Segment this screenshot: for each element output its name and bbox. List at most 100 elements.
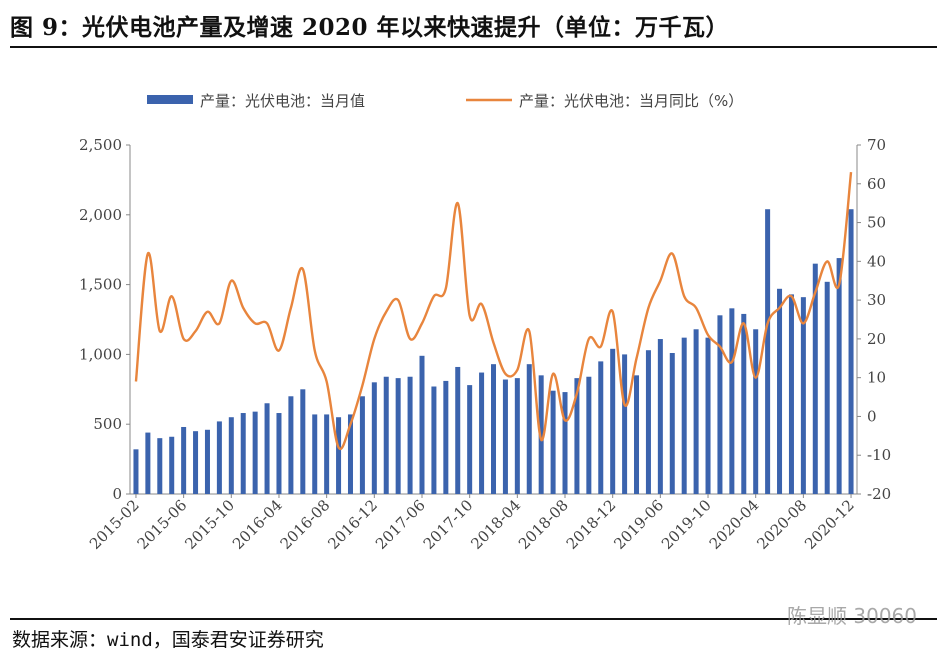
right-y-tick-label: 20 — [867, 330, 886, 348]
bar-48 — [705, 337, 711, 494]
bar-57 — [812, 263, 818, 494]
right-y-tick-label: 70 — [867, 136, 886, 154]
bar-52 — [753, 329, 759, 494]
bar-27 — [455, 366, 461, 494]
bar-19 — [359, 396, 365, 494]
bar-22 — [395, 378, 401, 494]
bar-59 — [836, 258, 842, 494]
line-series — [134, 172, 853, 451]
legend-bar-swatch — [147, 95, 193, 104]
source-divider — [10, 618, 937, 620]
bar-60 — [848, 209, 854, 494]
bar-15 — [312, 414, 318, 494]
bar-45 — [669, 353, 675, 494]
chart-legend: 产量：光伏电池：当月值 产量：光伏电池：当月同比（%） — [147, 92, 743, 110]
bar-50 — [729, 308, 735, 494]
bar-54 — [777, 288, 783, 494]
right-y-tick-label: 60 — [867, 175, 886, 193]
x-tick-label: 2018-12 — [563, 496, 620, 553]
bar-13 — [288, 396, 294, 494]
x-tick-label: 2017-10 — [420, 496, 477, 553]
bar-29 — [479, 372, 485, 494]
right-y-tick-label: 30 — [867, 291, 886, 309]
left-y-tick-label: 0 — [112, 485, 122, 503]
bar-30 — [491, 364, 497, 494]
bar-25 — [431, 386, 437, 494]
x-tick-label: 2019-10 — [658, 496, 715, 553]
x-tick-label: 2019-06 — [610, 496, 667, 553]
bar-1 — [145, 432, 151, 494]
bar-47 — [693, 329, 699, 494]
right-y-tick-label: 0 — [867, 407, 877, 425]
bar-35 — [550, 390, 556, 494]
figure-title: 图 9：光伏电池产量及增速 2020 年以来快速提升（单位：万千瓦） — [10, 14, 730, 41]
bar-7 — [216, 421, 222, 494]
right-y-tick-label: 10 — [867, 369, 886, 387]
bar-0 — [133, 449, 139, 494]
bar-8 — [228, 417, 234, 494]
bar-58 — [824, 281, 830, 494]
right-y-tick-label: 50 — [867, 214, 886, 232]
left-y-tick-label: 500 — [93, 415, 122, 433]
right-y-tick-label: -20 — [867, 485, 891, 503]
legend-line-label: 产量：光伏电池：当月同比（%） — [519, 92, 743, 110]
title-divider — [10, 46, 937, 48]
left-y-tick-label: 1,000 — [79, 345, 122, 363]
bar-3 — [169, 436, 175, 494]
x-tick-label: 2016-04 — [229, 496, 286, 553]
right-y-axis-labels: -20 -10 0 10 20 30 40 50 60 70 — [867, 136, 891, 503]
x-tick-label: 2015-06 — [134, 496, 191, 553]
bar-6 — [204, 429, 210, 494]
bar-23 — [407, 376, 413, 494]
x-tick-label: 2015-10 — [181, 496, 238, 553]
bar-43 — [645, 350, 651, 494]
bar-37 — [574, 378, 580, 494]
x-tick-label: 2020-12 — [801, 496, 858, 553]
bar-10 — [252, 411, 258, 494]
bar-46 — [681, 337, 687, 494]
yoy-growth-line — [134, 172, 853, 451]
source-note: 数据来源：wind，国泰君安证券研究 — [12, 629, 324, 651]
left-y-tick-label: 2,500 — [79, 136, 122, 154]
bar-2 — [157, 438, 163, 494]
watermark: 陈显顺 30060 — [787, 604, 917, 628]
bar-33 — [526, 364, 532, 494]
bar-17 — [336, 417, 342, 494]
bar-20 — [371, 382, 377, 494]
bar-9 — [240, 413, 246, 494]
x-tick-label: 2015-02 — [86, 496, 143, 553]
x-tick-label: 2017-06 — [372, 496, 429, 553]
bar-24 — [419, 355, 425, 494]
bar-14 — [300, 389, 306, 494]
left-y-axis-labels: 0 500 1,000 1,500 2,000 2,500 — [79, 136, 122, 503]
bar-38 — [586, 376, 592, 494]
bar-49 — [717, 315, 723, 494]
x-tick-label: 2018-08 — [515, 496, 572, 553]
bar-34 — [538, 375, 544, 494]
bar-53 — [765, 209, 771, 494]
x-tick-label: 2018-04 — [467, 496, 524, 553]
bar-44 — [657, 339, 663, 494]
x-tick-label: 2020-04 — [706, 496, 763, 553]
x-axis-labels: 2015-022015-062015-102016-042016-082016-… — [86, 496, 858, 553]
bar-51 — [741, 313, 747, 494]
bar-28 — [467, 385, 473, 494]
bar-41 — [622, 354, 628, 494]
bar-56 — [800, 297, 806, 494]
bar-36 — [562, 392, 568, 494]
bar-31 — [502, 379, 508, 494]
left-y-tick-label: 2,000 — [79, 206, 122, 224]
right-y-tick-label: -10 — [867, 446, 891, 464]
x-tick-label: 2020-08 — [753, 496, 810, 553]
x-tick-label: 2016-08 — [277, 496, 334, 553]
bar-55 — [788, 294, 794, 494]
bar-11 — [264, 403, 270, 494]
bar-21 — [383, 376, 389, 494]
bar-4 — [181, 426, 187, 494]
bar-39 — [598, 361, 604, 494]
legend-bar-label: 产量：光伏电池：当月值 — [200, 92, 365, 110]
left-y-tick-label: 1,500 — [79, 276, 122, 294]
right-y-tick-label: 40 — [867, 252, 886, 270]
bar-18 — [347, 414, 353, 494]
